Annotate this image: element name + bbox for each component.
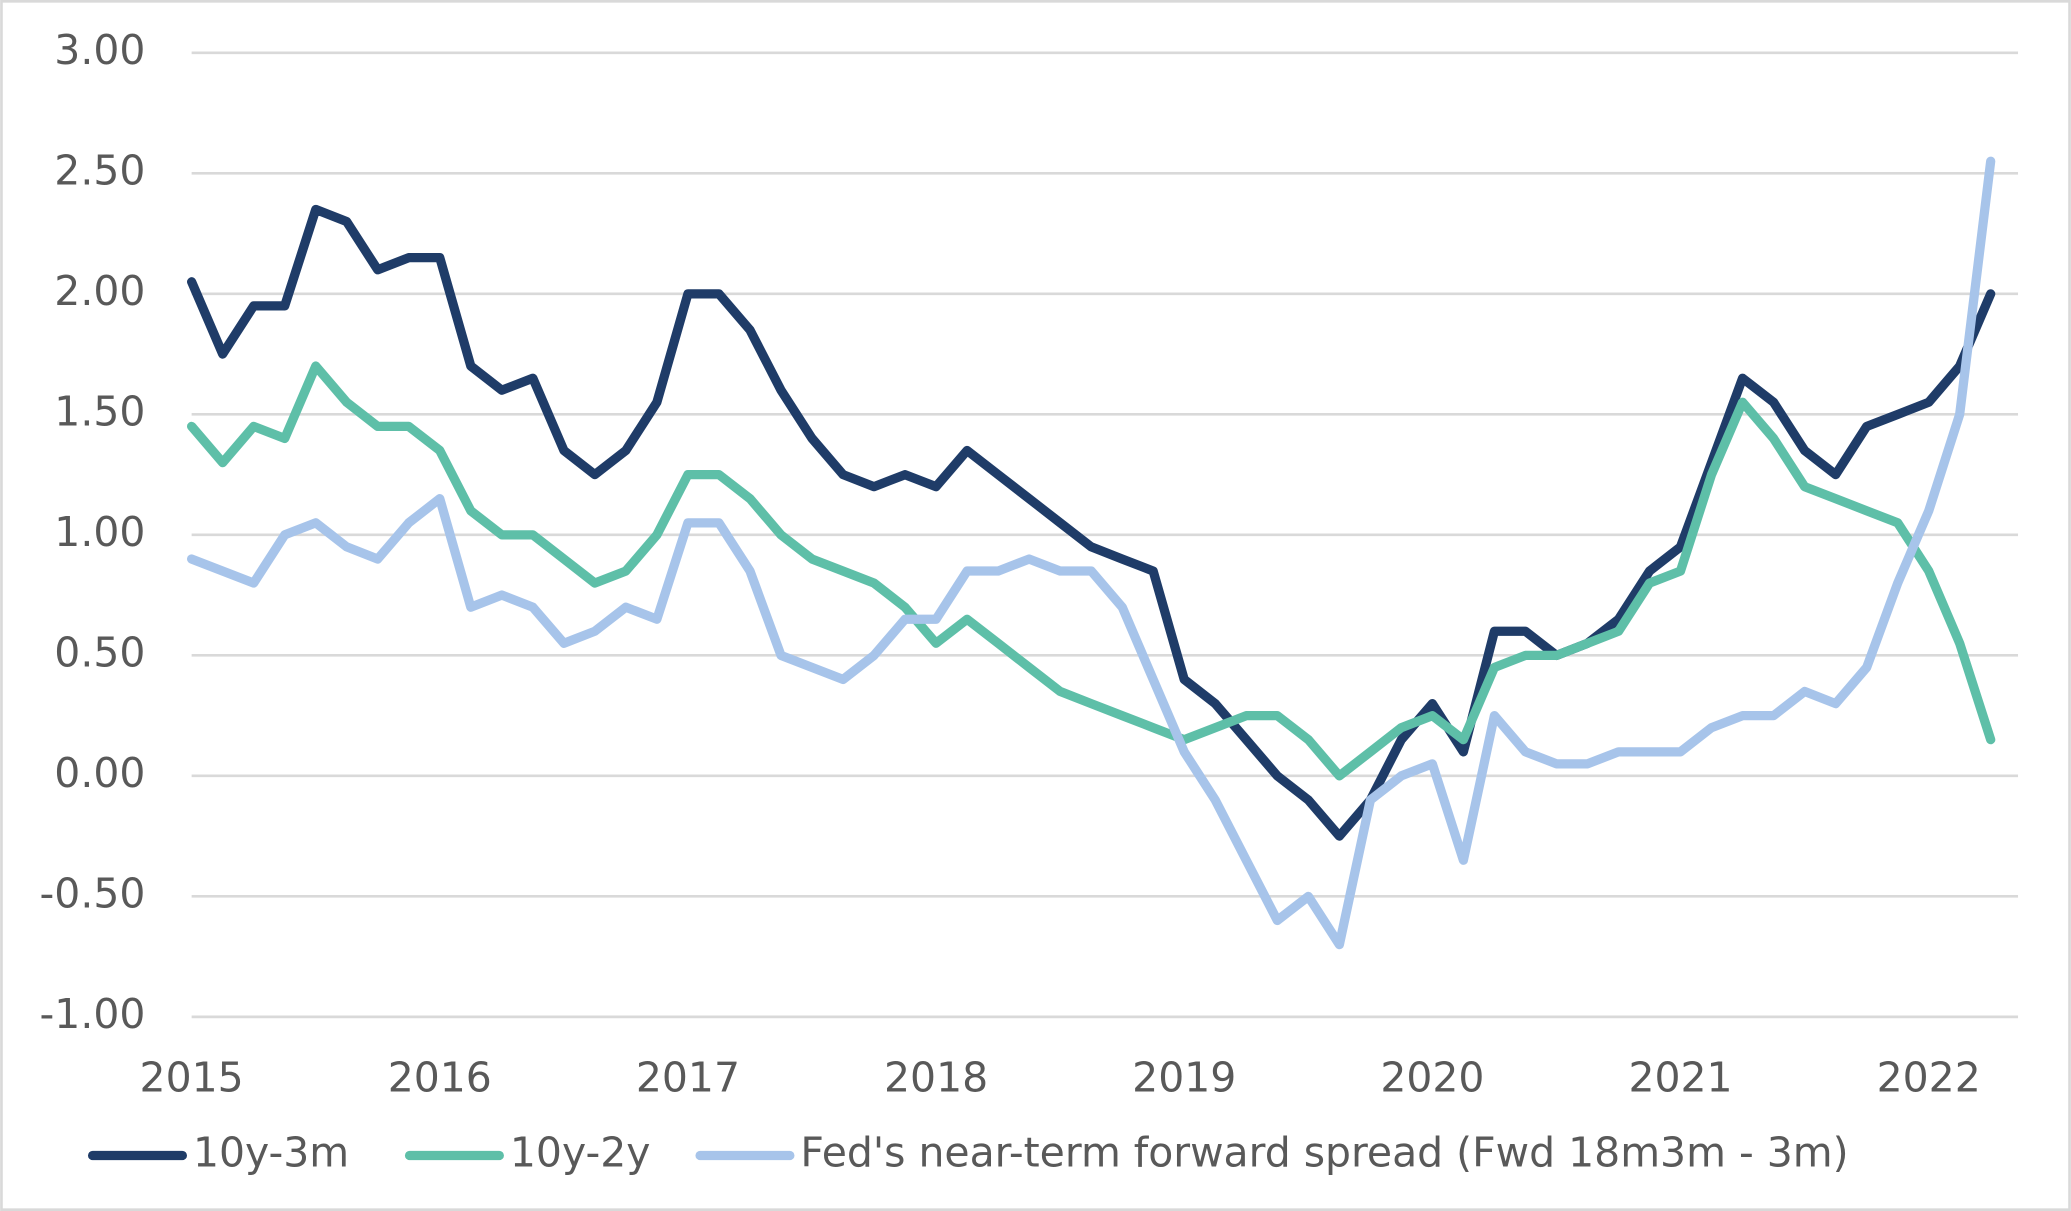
legend-label: 10y-3m <box>193 1129 349 1177</box>
x-tick-label: 2016 <box>388 1053 492 1101</box>
y-tick-label: -1.00 <box>40 990 146 1038</box>
series-line <box>187 204 1996 841</box>
x-tick-label: 2022 <box>1877 1053 1981 1101</box>
series-line <box>187 156 1996 950</box>
x-tick-label: 2021 <box>1628 1053 1732 1101</box>
x-tick-label: 2020 <box>1380 1053 1484 1101</box>
y-tick-label: 0.00 <box>54 749 145 797</box>
x-tick-label: 2018 <box>884 1053 988 1101</box>
legend-label: 10y-2y <box>510 1129 651 1177</box>
x-tick-label: 2015 <box>140 1053 244 1101</box>
y-tick-label: -0.50 <box>40 869 146 917</box>
y-tick-label: 1.00 <box>54 508 145 556</box>
y-tick-label: 2.50 <box>54 146 145 194</box>
y-tick-label: 3.00 <box>54 26 145 74</box>
y-tick-label: 0.50 <box>54 628 145 676</box>
x-tick-label: 2019 <box>1132 1053 1236 1101</box>
y-tick-label: 1.50 <box>54 387 145 435</box>
legend-label: Fed's near-term forward spread (Fwd 18m3… <box>800 1129 1848 1177</box>
series-line <box>187 361 1996 781</box>
y-tick-label: 2.00 <box>54 267 145 315</box>
x-tick-label: 2017 <box>636 1053 740 1101</box>
